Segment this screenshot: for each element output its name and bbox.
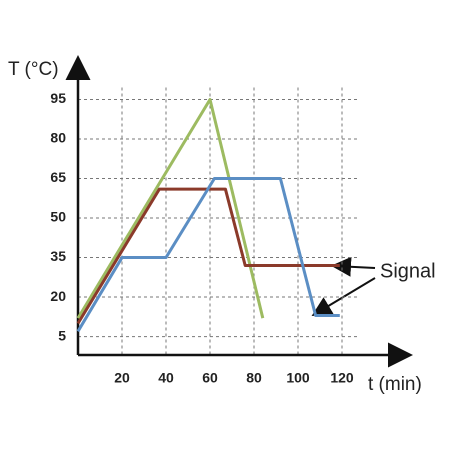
annotation: Signal — [380, 260, 436, 282]
annotation-arrow — [311, 277, 376, 317]
x-tick-label: 80 — [246, 370, 262, 386]
x-tick-label: 40 — [158, 370, 174, 386]
series-line — [76, 177, 340, 333]
y-tick-label: 95 — [50, 90, 66, 106]
y-tick-label: 80 — [50, 130, 66, 146]
x-tick-label: 100 — [286, 370, 310, 386]
series-line — [76, 187, 340, 325]
x-axis-title: t (min) — [368, 374, 422, 395]
y-tick-label: 5 — [58, 327, 66, 343]
x-tick-label: 120 — [330, 370, 354, 386]
x-tick-label: 20 — [114, 370, 130, 386]
y-tick-label: 65 — [50, 169, 66, 185]
y-axis-title: T (°C) — [8, 59, 59, 80]
y-tick-label: 20 — [50, 288, 66, 304]
series-line — [76, 98, 265, 319]
y-tick-label: 50 — [50, 209, 66, 225]
y-tick-label: 35 — [50, 248, 66, 264]
annotation-arrow — [331, 256, 376, 277]
x-tick-label: 60 — [202, 370, 218, 386]
